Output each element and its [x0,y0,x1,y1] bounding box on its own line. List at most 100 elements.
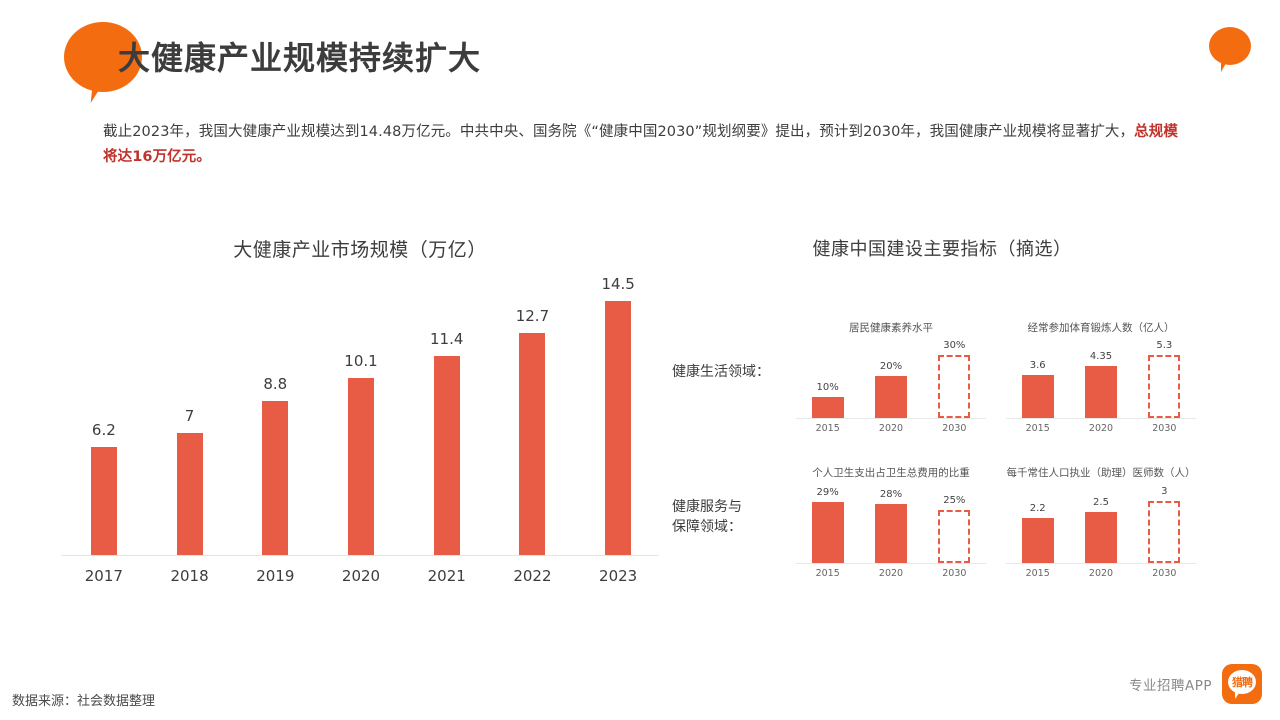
mini-plot-area: 10% 20% 30% [796,340,986,418]
mini-bar-target [938,354,971,418]
page-title: 大健康产业规模持续扩大 [118,39,482,77]
corner-bubble-decoration [1209,27,1251,65]
logo-bubble-tail [1235,690,1244,699]
bar-value-label: 11.4 [430,329,464,348]
mini-x-axis-tick-label: 2020 [1088,568,1114,579]
mini-x-axis-tick-label: 2020 [878,568,904,579]
bar [433,355,460,555]
bar-value-label: 7 [184,406,195,425]
mini-chart-exercise-population: 经常参加体育锻炼人数（亿人） 3.6 4.35 5.3 2015 2020 2030 [1006,320,1196,450]
title-bubble-decoration [64,22,142,92]
bar [605,301,632,555]
corner-bubble-tail-decoration [1221,58,1232,72]
mini-chart-personal-health-expenditure: 个人卫生支出占卫生总费用的比重 29% 28% 25% 2015 2020 2030 [796,465,986,595]
mini-x-axis-tick-label: 2015 [1025,423,1050,434]
mini-bar-group: 3.6 [1006,342,1069,418]
x-axis-tick-label: 2021 [427,567,466,585]
app-logo-icon: 猎聘 [1222,664,1262,704]
intro-text: 截止2023年，我国大健康产业规模达到14.48万亿元。中共中央、国务院《“健康… [103,124,1135,140]
row-label-line-1: 健康服务与 [672,499,742,515]
x-axis-tick-label: 2019 [256,567,295,585]
health-china-indicators-panel: 健康中国建设主要指标（摘选） 健康生活领域： 居民健康素养水平 10% 20% 30… [668,225,1228,597]
row-label-healthy-living: 健康生活领域： [672,364,770,380]
x-axis-tick-label: 2023 [599,567,638,585]
mini-plot-area: 2.2 2.5 3 [1006,486,1196,563]
bar [348,378,374,555]
mini-bar-target [938,510,971,563]
left-chart-axis-line [61,555,659,556]
bar [176,432,203,555]
title-bubble-tail-decoration [90,77,111,105]
mini-bar-value-label: 10% [816,381,839,393]
indicator-row-health-services: 健康服务与保障领域： 个人卫生支出占卫生总费用的比重 29% 28% 25% 201… [668,465,1228,605]
bar-group: 14.5 [579,275,657,555]
mini-x-axis-tick-label: 2015 [815,423,840,434]
mini-bar [875,503,907,563]
mini-chart-title: 每千常住人口执业（助理）医师数（人） [1006,467,1196,479]
row-label-line-2: 保障领域： [672,519,742,535]
brand-area: 专业招聘APP 猎聘 [1129,660,1262,708]
bar-value-label: 12.7 [515,306,550,325]
mini-bar [1021,375,1054,418]
mini-bar-target [1148,355,1181,418]
mini-axis-line [1006,563,1196,564]
bar [519,332,546,555]
mini-bar [1085,511,1117,563]
mini-plot-area: 3.6 4.35 5.3 [1006,340,1196,418]
mini-bar-value-label: 2.5 [1093,496,1109,508]
logo-wordmark: 猎聘 [1232,676,1253,689]
mini-x-axis-tick-label: 2030 [1152,568,1177,579]
mini-bar-group: 2.5 [1070,487,1133,563]
bar-group: 6.2 [65,275,143,555]
mini-bar-group: 2.2 [1006,487,1069,563]
mini-bar-value-label: 25% [943,495,966,507]
mini-x-axis-tick-label: 2030 [1152,423,1177,434]
mini-bar-group: 5.3 [1133,340,1196,418]
mini-bar-value-label: 4.35 [1089,351,1113,363]
mini-chart-health-literacy: 居民健康素养水平 10% 20% 30% 2015 2020 2030 [796,320,986,450]
mini-bar-value-label: 3 [1161,486,1168,498]
bar-value-label: 10.1 [344,352,378,371]
mini-axis-line [1006,418,1196,419]
mini-bar-group: 28% [860,487,923,563]
intro-highlight: 总规模将达16万亿元。 [103,124,1178,165]
bar-group: 7 [151,275,229,555]
bar [90,446,117,555]
bar-value-label: 14.5 [601,275,635,294]
mini-bar-value-label: 20% [879,360,903,372]
mini-chart-physicians-per-thousand: 每千常住人口执业（助理）医师数（人） 2.2 2.5 3 2015 2020 2030 [1006,465,1196,595]
left-chart-plot-area: 6.2 7 8.8 10.1 11.4 12.7 14.5 [61,275,661,555]
logo-bubble-shape [1228,670,1256,694]
x-axis-tick-label: 2020 [341,567,381,585]
mini-bar-group: 20% [860,342,923,418]
mini-bar-group: 10% [796,342,859,418]
mini-bar-group: 29% [796,487,859,563]
mini-x-axis-tick-label: 2015 [815,568,840,579]
mini-axis-line [796,418,986,419]
intro-paragraph: 截止2023年，我国大健康产业规模达到14.48万亿元。中共中央、国务院《“健康… [103,120,1178,170]
slide-header: 大健康产业规模持续扩大 [0,0,1280,118]
mini-x-axis-tick-label: 2020 [1088,423,1114,434]
bar-value-label: 8.8 [263,375,288,393]
x-axis-tick-label: 2018 [170,567,209,585]
mini-bar-group: 4.35 [1070,342,1133,418]
mini-bar-value-label: 5.3 [1156,340,1173,352]
mini-bar-value-label: 2.2 [1029,502,1046,514]
charts-region: 大健康产业市场规模（万亿） 6.2 7 8.8 10.1 11.4 12.7 14.5 20… [0,225,1280,625]
bar-value-label: 6.2 [91,420,116,439]
bar-group: 10.1 [322,275,400,555]
brand-text: 专业招聘APP [1128,678,1212,694]
mini-bar-target [1148,501,1181,563]
mini-chart-title: 个人卫生支出占卫生总费用的比重 [812,467,970,479]
data-source-note: 数据来源：社会数据整理 [12,694,156,709]
mini-bar-group: 3 [1133,486,1196,563]
mini-x-axis-tick-label: 2030 [942,423,967,434]
mini-bar-value-label: 3.6 [1029,360,1046,372]
bar-group: 11.4 [408,275,486,555]
mini-bar [811,396,844,418]
mini-plot-area: 29% 28% 25% [796,487,986,563]
bar-group: 12.7 [493,275,571,555]
mini-x-axis-tick-label: 2015 [1025,568,1050,579]
mini-bar-value-label: 29% [816,486,839,498]
mini-chart-title: 居民健康素养水平 [849,322,933,334]
